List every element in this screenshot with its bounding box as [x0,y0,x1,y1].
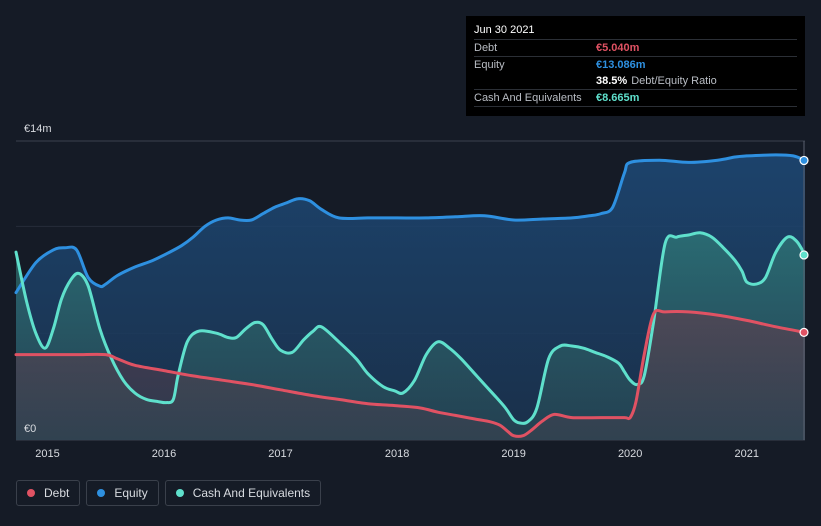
y-tick-label: €14m [24,123,52,135]
cash-line [14,231,807,425]
equity-end-point [799,155,809,166]
y-tick-label: €0 [24,423,36,435]
series-lines [14,153,807,438]
tooltip-debt-row: Debt €5.040m [474,40,797,57]
tooltip-date: Jun 30 2021 [474,21,797,40]
x-tick-label: 2018 [385,448,409,460]
y-axis-labels: €14m €0 [24,123,52,435]
x-tick-label: 2019 [501,448,525,460]
debt-dot-icon [27,489,35,497]
legend-item-cash[interactable]: Cash And Equivalents [164,480,322,506]
series-areas [16,154,805,440]
equity-dot-icon [97,489,106,497]
x-tick-label: 2020 [618,448,642,460]
debt-end-point [799,327,809,337]
x-tick-label: 2016 [152,448,176,460]
tooltip-equity-row: Equity €13.086m [474,57,797,73]
tooltip-equity-value: €13.086m [596,59,646,71]
legend-debt-label: Debt [44,486,70,500]
legend-item-equity[interactable]: Equity [86,480,159,506]
tooltip-cash-row: Cash And Equivalents €8.665m [474,90,797,107]
cash-end-point [799,250,809,260]
legend-equity-label: Equity [114,486,148,500]
equity-line [14,153,807,295]
tooltip-ratio-value: 38.5% [596,75,628,87]
tooltip-equity-label: Equity [474,59,505,71]
data-tooltip: Jun 30 2021 Debt €5.040m Equity €13.086m… [466,16,805,116]
debt-area [16,310,805,440]
debt-line [14,308,807,438]
legend-cash-label: Cash And Equivalents [192,486,311,500]
x-tick-label: 2015 [35,448,59,460]
tooltip-cash-label: Cash And Equivalents [474,92,582,104]
legend-item-debt[interactable]: Debt [16,480,81,506]
cash-dot-icon [175,489,184,497]
tooltip-debt-label: Debt [474,42,498,54]
tooltip-ratio-row: 38.5% Debt/Equity Ratio [474,73,797,90]
x-tick-label: 2021 [734,448,758,460]
x-tick-label: 2017 [268,448,292,460]
end-markers [799,155,809,337]
chart-legend: Debt Equity Cash And Equivalents [16,480,322,506]
tooltip-cash-value: €8.665m [596,92,640,104]
tooltip-debt-value: €5.040m [596,42,640,54]
x-axis-labels: 2015 2016 2017 2018 2019 2020 2021 [35,448,759,460]
tooltip-ratio-label: Debt/Equity Ratio [631,75,717,87]
